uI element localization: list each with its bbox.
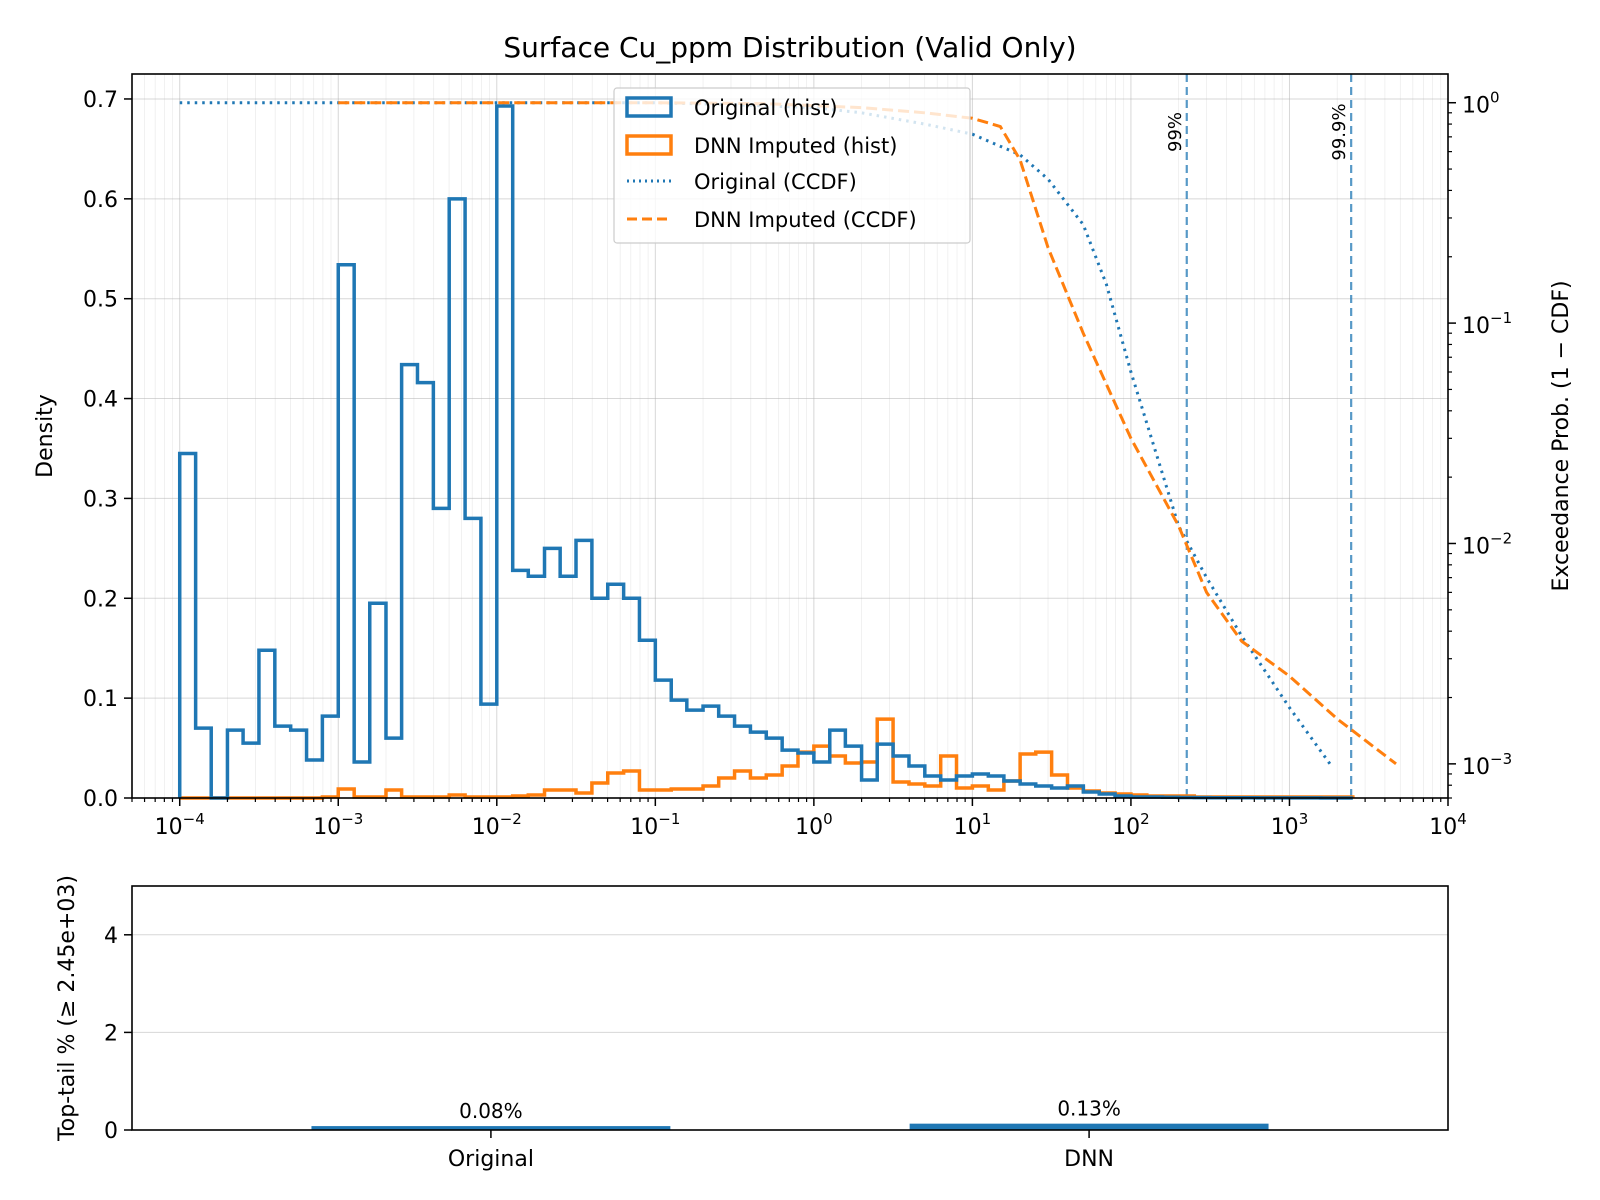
bottom-y-axis-label: Top-tail % (≥ 2.45e+03)	[55, 875, 80, 1142]
y-tick-label: 0.7	[83, 88, 118, 113]
y-tick-label: 0.0	[83, 787, 118, 812]
y2-axis-label: Exceedance Prob. (1 − CDF)	[1549, 280, 1574, 591]
y-tick-label: 4	[104, 924, 118, 949]
x-tick-label: 10−3	[313, 810, 363, 840]
y-tick-label: 0.4	[83, 388, 118, 413]
legend-label-original-hist: Original (hist)	[694, 96, 838, 120]
original-histogram	[177, 104, 1353, 800]
legend-swatch-dnn-hist	[625, 134, 673, 156]
top-grid	[131, 74, 1448, 799]
legend: Original (hist) DNN Imputed (hist) Origi…	[613, 87, 971, 244]
top-y-axis: 0.0 0.1 0.2 0.3 0.4 0.5 0.6 0.7	[83, 88, 132, 812]
bottom-plot-frame	[131, 885, 1449, 1131]
x-tick-label: 10−2	[472, 810, 522, 840]
legend-label-dnn-hist: DNN Imputed (hist)	[694, 134, 897, 158]
x-tick-label: 104	[1429, 810, 1467, 840]
chart-title: Surface Cu_ppm Distribution (Valid Only)	[503, 31, 1076, 64]
y-tick-label: 2	[104, 1021, 118, 1046]
legend-label-original-ccdf: Original (CCDF)	[694, 170, 857, 194]
legend-box	[613, 87, 971, 244]
bar-value-label: 0.08%	[459, 1099, 523, 1123]
y2-tick-label: 10−1	[1462, 309, 1512, 339]
y-axis-label: Density	[33, 394, 58, 478]
y-tick-label: 0.2	[83, 587, 118, 612]
top-x-axis: 10−4 10−3 10−2 10−1 100 101 102 103 104	[131, 798, 1467, 840]
y-tick-label: 0.6	[83, 188, 118, 213]
bar-original	[311, 1126, 671, 1130]
bottom-y-axis: 0 2 4	[104, 924, 132, 1144]
y-tick-label: 0.1	[83, 687, 118, 712]
legend-swatch-original-hist	[625, 96, 673, 118]
reference-lines: 99% 99.9%	[1165, 74, 1353, 798]
y2-tick-label: 10−3	[1462, 750, 1512, 780]
y-tick-label: 0.5	[83, 288, 118, 313]
reference-line-label: 99.9%	[1329, 103, 1350, 160]
x-tick-label: 103	[1271, 810, 1309, 840]
x-tick-label: 10−4	[155, 810, 205, 840]
y-tick-label: 0	[104, 1119, 118, 1144]
bottom-bars: 0.08% 0.13%	[311, 1097, 1269, 1130]
legend-label-dnn-ccdf: DNN Imputed (CCDF)	[694, 208, 917, 232]
x-tick-label: 10−1	[630, 810, 680, 840]
reference-line-label: 99%	[1165, 112, 1186, 152]
bar-value-label: 0.13%	[1057, 1097, 1121, 1121]
y-tick-label: 0.3	[83, 487, 118, 512]
top-plot-frame	[131, 73, 1449, 799]
x-tick-label: 100	[795, 810, 833, 840]
top-series	[177, 101, 1397, 800]
x-tick-label: DNN	[1064, 1147, 1114, 1172]
bar-dnn	[909, 1123, 1269, 1130]
bottom-x-axis: Original DNN	[448, 1130, 1114, 1172]
y2-tick-label: 10−2	[1462, 529, 1512, 559]
x-tick-label: Original	[448, 1147, 534, 1172]
dnn-ccdf-line	[338, 101, 1397, 766]
x-tick-label: 102	[1112, 810, 1150, 840]
y2-tick-label: 100	[1462, 89, 1500, 119]
x-tick-label: 101	[954, 810, 992, 840]
top-y2-axis: 100 10−1 10−2 10−3	[1448, 89, 1512, 799]
